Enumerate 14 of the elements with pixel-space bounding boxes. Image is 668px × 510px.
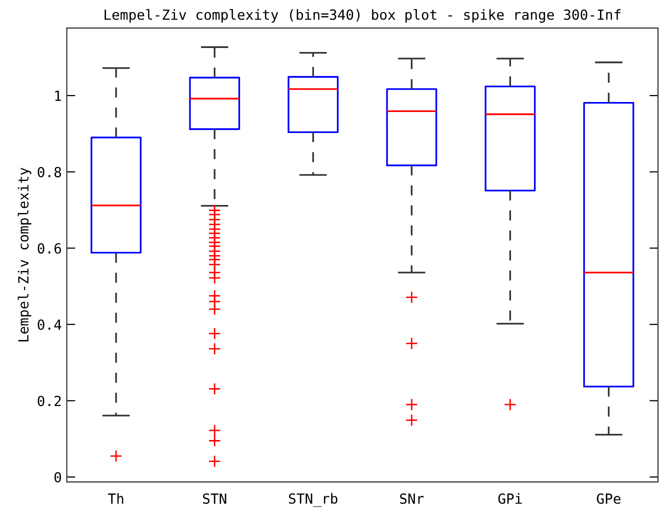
y-tick-label: 0 bbox=[54, 472, 62, 482]
y-tick-label: 0.2 bbox=[38, 396, 61, 406]
x-tick-label: GPi bbox=[498, 493, 522, 504]
x-tick-label: STN_rb bbox=[288, 493, 338, 507]
x-tick-label: GPe bbox=[596, 493, 620, 504]
y-tick-label: 0.4 bbox=[38, 319, 62, 330]
chart-title: Lempel-Ziv complexity (bin=340) box plot - spike range 300-Inf bbox=[104, 9, 620, 23]
x-tick-label: SNr bbox=[400, 493, 424, 504]
y-axis-title: Lempel-Ziv complexity bbox=[18, 168, 32, 342]
y-tick-label: 0.8 bbox=[38, 166, 62, 178]
x-tick-label: STN bbox=[202, 493, 226, 504]
y-tick-label: 0.6 bbox=[38, 243, 62, 254]
x-tick-label: Th bbox=[108, 493, 124, 504]
y-tick-label: 1 bbox=[55, 90, 61, 101]
